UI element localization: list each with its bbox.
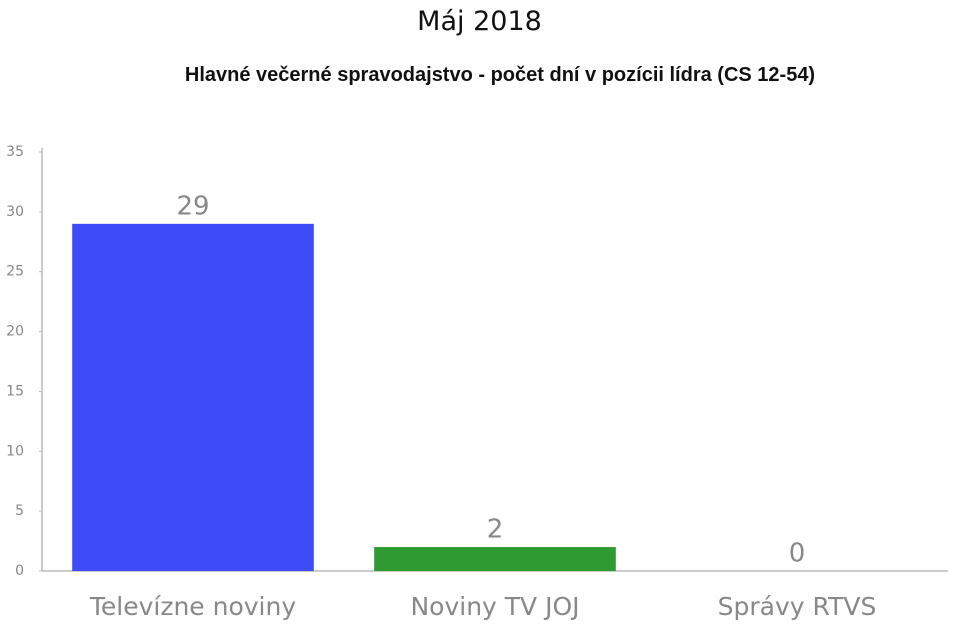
y-tick-label: 15 (6, 383, 24, 399)
y-tick-label: 20 (6, 324, 24, 340)
y-tick-label: 0 (15, 563, 24, 579)
y-tick-label: 5 (15, 503, 24, 519)
chart-title: Máj 2018 (417, 6, 542, 37)
bar (72, 223, 314, 572)
x-tick-label: Správy RTVS (718, 592, 877, 621)
bar (374, 547, 616, 571)
x-tick-label: Noviny TV JOJ (410, 592, 579, 621)
value-label: 2 (487, 515, 504, 545)
y-tick-label: 30 (6, 204, 24, 220)
y-tick-label: 35 (6, 144, 24, 160)
y-tick-label: 25 (6, 264, 24, 280)
value-label: 29 (176, 191, 209, 221)
chart-subtitle: Hlavné večerné spravodajstvo - počet dní… (184, 64, 816, 86)
x-tick-label: Televízne noviny (89, 592, 296, 621)
value-label: 0 (789, 539, 806, 569)
y-tick-label: 10 (6, 443, 24, 459)
